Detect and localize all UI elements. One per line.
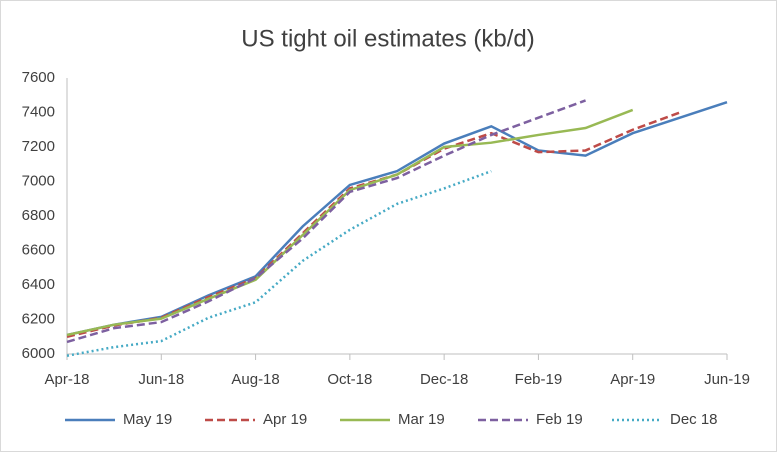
series-line — [66, 108, 634, 337]
legend-label: Mar 19 — [398, 411, 445, 428]
x-tick-label: Jun-19 — [704, 371, 750, 388]
chart-title: US tight oil estimates (kb/d) — [241, 25, 534, 52]
series-line — [66, 99, 587, 344]
y-tick-label: 6800 — [22, 207, 55, 224]
y-tick-label: 7000 — [22, 172, 55, 189]
legend-label: Feb 19 — [536, 411, 583, 428]
x-tick-label: Apr-19 — [610, 371, 655, 388]
y-tick-label: 7200 — [22, 138, 55, 155]
series-line — [66, 169, 492, 357]
y-tick-label: 6200 — [22, 310, 55, 327]
x-tick-label: Oct-18 — [327, 371, 372, 388]
y-tick-label: 7600 — [22, 69, 55, 86]
y-tick-label: 6400 — [22, 276, 55, 293]
legend-label: Dec 18 — [670, 411, 718, 428]
y-tick-label: 6600 — [22, 241, 55, 258]
x-tick-label: Aug-18 — [231, 371, 279, 388]
x-tick-label: Dec-18 — [420, 371, 468, 388]
legend-label: May 19 — [123, 411, 172, 428]
x-tick-label: Feb-19 — [515, 371, 563, 388]
y-tick-label: 6000 — [22, 345, 55, 362]
x-tick-label: Apr-18 — [44, 371, 89, 388]
x-tick-label: Jun-18 — [138, 371, 184, 388]
legend-label: Apr 19 — [263, 411, 307, 428]
y-tick-label: 7400 — [22, 103, 55, 120]
